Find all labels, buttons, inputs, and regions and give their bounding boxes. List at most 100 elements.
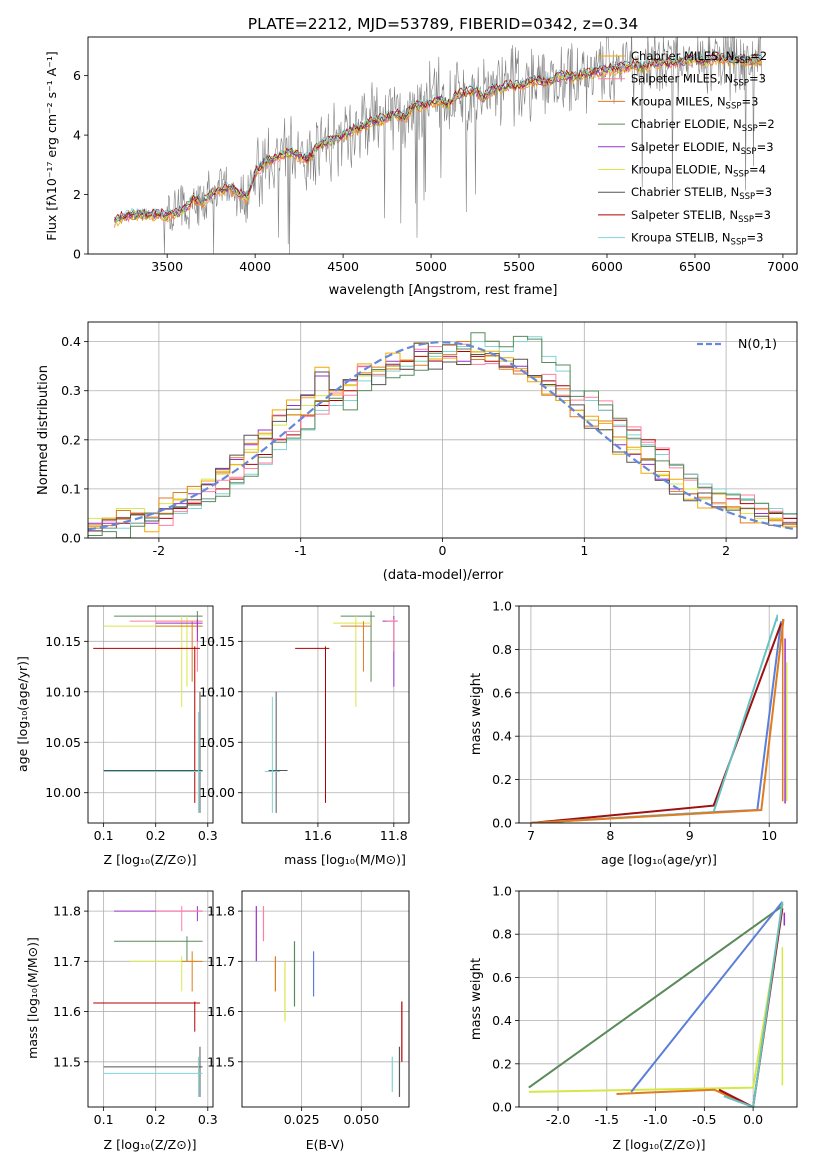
panel-residual-histogram: -2 -1 0 1 2 0.0 0.1 0.2 0.3 0.4 N(0,1) (data-model)… (36, 321, 798, 583)
legend-entry: Salpeter ELODIE, NSSP=3 (631, 140, 774, 157)
y-axis-label: mass weight (469, 673, 484, 755)
x-tick-label: -1.5 (595, 1112, 619, 1127)
plot-area (88, 891, 213, 1107)
panel-mass-vs-age: 11.6 11.8 10.00 10.05 10.10 10.15 mass [log₁₀(… (199, 605, 410, 867)
axes-frame (87, 36, 798, 255)
y-tick-label: 10.00 (199, 785, 235, 800)
y-tick-label: 11.7 (53, 954, 81, 969)
x-axis-label: E(B-V) (306, 1137, 345, 1152)
panel-Z-vs-mass: 0.1 0.2 0.3 11.5 11.6 11.7 11.8 Z [log₁₀(Z/Z⊙)]… (25, 890, 218, 1152)
x-tick-label: 2 (722, 543, 730, 558)
x-tick-label: 11.6 (304, 828, 332, 843)
y-tick-label: 0.6 (492, 970, 512, 985)
y-tick-label: 10.00 (45, 785, 81, 800)
legend: Chabrier MILES, NSSP=2 Salpeter MILES, NS… (598, 49, 775, 248)
x-tick-label: 0.0 (743, 1112, 763, 1127)
y-tick-label: 10.10 (199, 684, 235, 699)
y-tick-label: 10.15 (45, 634, 81, 649)
model-line-chabrier_elodie (114, 55, 763, 225)
panel-age-vs-massweight: 7 8 9 10 0.0 0.2 0.4 0.6 0.8 1.0 age [log₁₀(age/yr… (469, 599, 798, 867)
x-tick-label: 6000 (591, 259, 623, 274)
x-axis-label: wavelength [Angstrom, rest frame] (329, 283, 558, 298)
legend-entry: Kroupa ELODIE, NSSP=4 (631, 163, 766, 180)
x-tick-label: 5000 (415, 259, 447, 274)
y-tick-label: 0.0 (492, 816, 512, 831)
x-tick-label: 7 (527, 828, 535, 843)
y-tick-label: 0 (73, 247, 81, 262)
x-tick-label: -0.5 (692, 1112, 716, 1127)
x-tick-label: 4000 (239, 259, 271, 274)
x-tick-label: -2 (153, 543, 165, 558)
model-line-kroupa_stelib (114, 51, 763, 223)
x-axis-label: (data-model)/error (383, 568, 504, 583)
x-tick-label: -2.0 (546, 1112, 570, 1127)
legend-entry: Kroupa STELIB, NSSP=3 (631, 231, 763, 248)
mass-weight-line-1 (530, 623, 783, 823)
x-tick-label: 0.050 (343, 1112, 379, 1127)
legend-entry: Kroupa MILES, NSSP=3 (631, 94, 758, 111)
y-tick-label: 0.8 (492, 927, 512, 942)
panel-Z-vs-age: 0.1 0.2 0.3 10.00 10.05 10.10 10.15 Z [log₁₀(Z/… (15, 605, 218, 867)
x-tick-label: 0.2 (146, 1112, 166, 1127)
y-tick-label: 11.6 (207, 1004, 235, 1019)
y-tick-label: 0.4 (61, 334, 81, 349)
panel-EBV-vs-mass: 0.025 0.050 11.5 11.6 11.7 11.8 E(B-V) (207, 890, 410, 1152)
y-tick-label: 0.4 (492, 1013, 512, 1028)
mass-weight-line-5 (723, 901, 784, 1107)
y-tick-label: 11.8 (207, 904, 235, 919)
x-tick-label: 0.1 (94, 1112, 114, 1127)
x-tick-label: 0.1 (94, 828, 114, 843)
y-tick-label: 0.2 (492, 1056, 512, 1071)
x-tick-label: 5500 (503, 259, 535, 274)
y-tick-label: 2 (73, 187, 81, 202)
mass-weight-line-3 (530, 618, 785, 823)
x-axis-label: age [log₁₀(age/yr)] (601, 852, 717, 867)
y-tick-label: 1.0 (492, 884, 512, 899)
y-tick-label: 0.2 (61, 432, 81, 447)
y-tick-label: 10.10 (45, 684, 81, 699)
y-tick-label: 4 (73, 128, 81, 143)
y-tick-label: 11.6 (53, 1004, 81, 1019)
y-axis-label: age [log₁₀(age/yr)] (15, 656, 30, 772)
y-tick-label: 11.7 (207, 954, 235, 969)
legend-entry: Chabrier STELIB, NSSP=3 (631, 185, 772, 202)
x-tick-label: -1 (294, 543, 306, 558)
x-tick-label: 0.3 (198, 1112, 218, 1127)
y-tick-label: 0.6 (492, 685, 512, 700)
x-tick-label: 3500 (151, 259, 183, 274)
axes-frame (87, 321, 798, 539)
x-tick-label: 9 (686, 828, 694, 843)
model-line-salpeter_stelib (114, 51, 763, 221)
axes-frame (241, 605, 410, 824)
axes-frame (518, 605, 798, 824)
y-axis-label: mass weight (469, 958, 484, 1040)
y-tick-label: 0.4 (492, 729, 512, 744)
x-tick-label: 0.3 (198, 828, 218, 843)
panel-spectrum: 3500 4000 4500 5000 5500 6000 6500 7000 0 2 4 6 Chab… (44, 36, 799, 298)
x-tick-label: -1.0 (643, 1112, 667, 1127)
x-tick-label: 8 (606, 828, 614, 843)
y-axis-label: Normed distribution (36, 365, 51, 495)
axes-frame (241, 890, 410, 1108)
x-tick-label: 7000 (767, 259, 799, 274)
legend-entry: Salpeter MILES, NSSP=3 (631, 72, 766, 89)
y-tick-label: 11.5 (53, 1054, 81, 1069)
plot-area (88, 322, 797, 538)
legend-entry: Chabrier MILES, NSSP=2 (631, 49, 767, 66)
plot-area (519, 891, 797, 1107)
y-tick-label: 0.0 (61, 531, 81, 546)
legend-entry: Salpeter STELIB, NSSP=3 (631, 208, 771, 225)
y-tick-label: 11.8 (53, 904, 81, 919)
plot-area (88, 606, 213, 823)
mass-weight-line-4 (718, 908, 784, 1107)
x-tick-label: 6500 (679, 259, 711, 274)
x-tick-label: 0.025 (284, 1112, 320, 1127)
x-axis-label: Z [log₁₀(Z/Z⊙)] (104, 1137, 197, 1152)
y-tick-label: 1.0 (492, 599, 512, 614)
y-tick-label: 10.05 (45, 735, 81, 750)
mass-weight-line-0 (528, 905, 783, 1089)
legend-entry: Chabrier ELODIE, NSSP=2 (631, 117, 775, 134)
y-tick-label: 10.05 (199, 735, 235, 750)
y-axis-label: mass [log₁₀(M/M⊙)] (25, 937, 40, 1059)
